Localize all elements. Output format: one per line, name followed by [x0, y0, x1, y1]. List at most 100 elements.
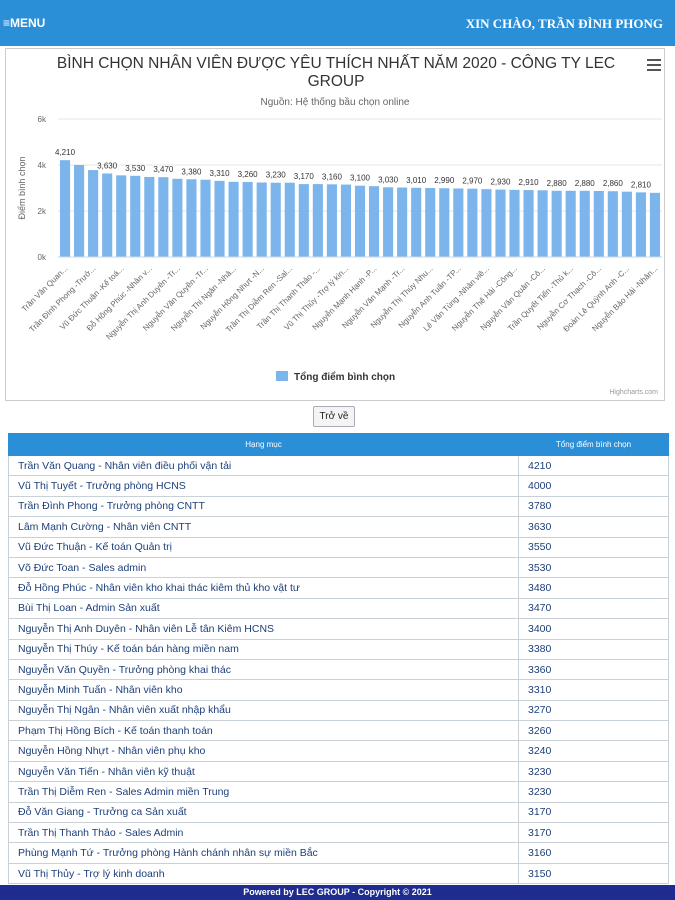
bar: [579, 190, 590, 257]
bar: [270, 182, 281, 257]
data-label: 2,990: [434, 176, 455, 185]
data-label: 2,880: [575, 179, 596, 188]
score-cell: 3780: [518, 495, 669, 518]
name-cell: Đỗ Hồng Phúc - Nhân viên kho khai thác k…: [8, 577, 519, 599]
data-label: 4,210: [55, 148, 76, 157]
chart-subtitle: Nguồn: Hệ thống bầu chọn online: [260, 97, 410, 108]
table-row: Trần Văn Quang - Nhân viên điều phối vận…: [8, 454, 669, 477]
table-row: Nguyễn Hồng Nhựt - Nhân viên phụ kho 3240: [8, 740, 669, 762]
data-label: 2,910: [519, 178, 540, 187]
name-cell: Bùi Thị Loan - Admin Sản xuất: [8, 597, 519, 620]
data-label: 3,170: [294, 172, 315, 181]
score-cell: 4000: [518, 475, 669, 497]
column-header: Hạng mục: [8, 433, 519, 456]
name-cell: Nguyễn Văn Quyền - Trưởng phòng khai thá…: [8, 658, 519, 681]
bar: [383, 187, 394, 257]
bar: [509, 189, 520, 257]
name-cell: Vũ Thị Thủy - Trợ lý kinh doanh: [8, 862, 519, 885]
chart-container: 0k 2k 4k 6k Điểm bình chọn 4,210 3,630 3,530 3,4…: [5, 48, 665, 401]
table-row: Nguyễn Thị Ngân - Nhân viên xuất nhập kh…: [8, 699, 669, 722]
table-row: Phạm Thị Hồng Bích - Kế toán thanh toán 3…: [8, 720, 669, 742]
x-tick-label: Trần Văn Quan...: [20, 264, 70, 314]
data-label: 2,860: [603, 179, 624, 188]
bar: [649, 192, 661, 257]
y-tick-label: 2k: [38, 207, 47, 216]
name-cell: Võ Đức Toan - Sales admin: [8, 556, 519, 579]
bar: [621, 191, 632, 257]
table-row: Nguyễn Thị Thúy - Kế toán bán hàng miền …: [8, 638, 669, 660]
bar: [130, 175, 141, 257]
bar: [607, 191, 618, 257]
bar: [439, 188, 450, 257]
bar: [453, 188, 464, 257]
score-cell: 3530: [518, 556, 669, 579]
bar: [537, 190, 548, 257]
score-cell: 3230: [518, 760, 669, 783]
name-cell: Phùng Mạnh Tứ - Trưởng phòng Hành chánh …: [8, 842, 519, 864]
score-cell: 3550: [518, 536, 669, 558]
chart-menu[interactable]: [647, 59, 661, 74]
bar: [284, 182, 295, 257]
y-axis-title: Điểm bình chọn: [17, 156, 27, 219]
bar: [411, 187, 422, 257]
name-cell: Trần Văn Quang - Nhân viên điều phối vận…: [8, 454, 519, 477]
table-row: Bùi Thị Loan - Admin Sản xuất 3470: [8, 597, 669, 620]
y-tick-label: 6k: [38, 115, 47, 124]
name-cell: Nguyễn Thị Thúy - Kế toán bán hàng miền …: [8, 638, 519, 660]
data-label: 3,380: [181, 167, 202, 176]
back-button[interactable]: Trở về: [313, 406, 355, 427]
bar: [326, 184, 337, 257]
table-row: Nguyễn Thị Anh Duyên - Nhân viên Lễ tân …: [8, 618, 669, 640]
table-row: Đỗ Văn Giang - Trưởng ca Sản xuất 3170: [8, 801, 669, 824]
table-row: Trần Đình Phong - Trưởng phòng CNTT 3780: [8, 495, 669, 518]
bar: [467, 188, 478, 257]
score-cell: 3160: [518, 842, 669, 864]
table-row: Vũ Đức Thuận - Kế toán Quản trị 3550: [8, 536, 669, 558]
table-row: Lâm Mạnh Cường - Nhân viên CNTT 3630: [8, 516, 669, 538]
bar: [242, 182, 253, 257]
score-cell: 3260: [518, 720, 669, 742]
column-header: Tổng điểm bình chọn: [518, 433, 669, 456]
name-cell: Nguyễn Hồng Nhựt - Nhân viên phụ kho: [8, 740, 519, 762]
score-cell: 3230: [518, 781, 669, 803]
menu-button[interactable]: ≡MENU: [3, 16, 46, 30]
table-row: Trần Thị Diễm Ren - Sales Admin miền Tru…: [8, 781, 669, 803]
name-cell: Phạm Thị Hồng Bích - Kế toán thanh toán: [8, 720, 519, 742]
top-bar: ≡MENU XIN CHÀO, TRẦN ĐÌNH PHONG: [0, 0, 675, 46]
table-row: Vũ Thị Tuyết - Trưởng phòng HCNS 4000: [8, 475, 669, 497]
bar: [256, 182, 267, 257]
greeting: XIN CHÀO, TRẦN ĐÌNH PHONG: [465, 16, 663, 31]
name-cell: Nguyễn Thị Anh Duyên - Nhân viên Lễ tân …: [8, 618, 519, 640]
bar: [228, 181, 239, 257]
score-cell: 3170: [518, 822, 669, 844]
bar: [172, 178, 183, 257]
data-label: 3,260: [238, 170, 259, 179]
data-label: 2,970: [462, 177, 483, 186]
bar: [593, 190, 604, 257]
table-row: Đỗ Hồng Phúc - Nhân viên kho khai thác k…: [8, 577, 669, 599]
data-label: 3,100: [350, 174, 371, 183]
chart: 0k 2k 4k 6k Điểm bình chọn 4,210 3,630 3,530 3,4…: [17, 115, 662, 396]
bar: [368, 186, 380, 257]
bar: [523, 190, 534, 257]
bar: [635, 192, 646, 257]
data-label: 3,530: [125, 164, 146, 173]
bar: [495, 189, 506, 257]
data-label: 2,880: [547, 179, 568, 188]
name-cell: Nguyễn Minh Tuấn - Nhân viên kho: [8, 679, 519, 701]
score-cell: 3480: [518, 577, 669, 599]
score-cell: 3240: [518, 740, 669, 762]
table-row: Nguyễn Văn Tiến - Nhân viên kỹ thuật 3230: [8, 760, 669, 783]
name-cell: Trần Đình Phong - Trưởng phòng CNTT: [8, 495, 519, 518]
table-row: Võ Đức Toan - Sales admin 3530: [8, 556, 669, 579]
name-cell: Nguyễn Thị Ngân - Nhân viên xuất nhập kh…: [8, 699, 519, 722]
table-row: Nguyễn Minh Tuấn - Nhân viên kho 3310: [8, 679, 669, 701]
score-cell: 3380: [518, 638, 669, 660]
data-label: 3,010: [406, 176, 427, 185]
bar: [186, 179, 197, 257]
score-cell: 3310: [518, 679, 669, 701]
data-label: 3,160: [322, 172, 343, 181]
legend-label: Tổng điểm bình chọn: [294, 371, 395, 383]
name-cell: Trần Thị Diễm Ren - Sales Admin miền Tru…: [8, 781, 519, 803]
